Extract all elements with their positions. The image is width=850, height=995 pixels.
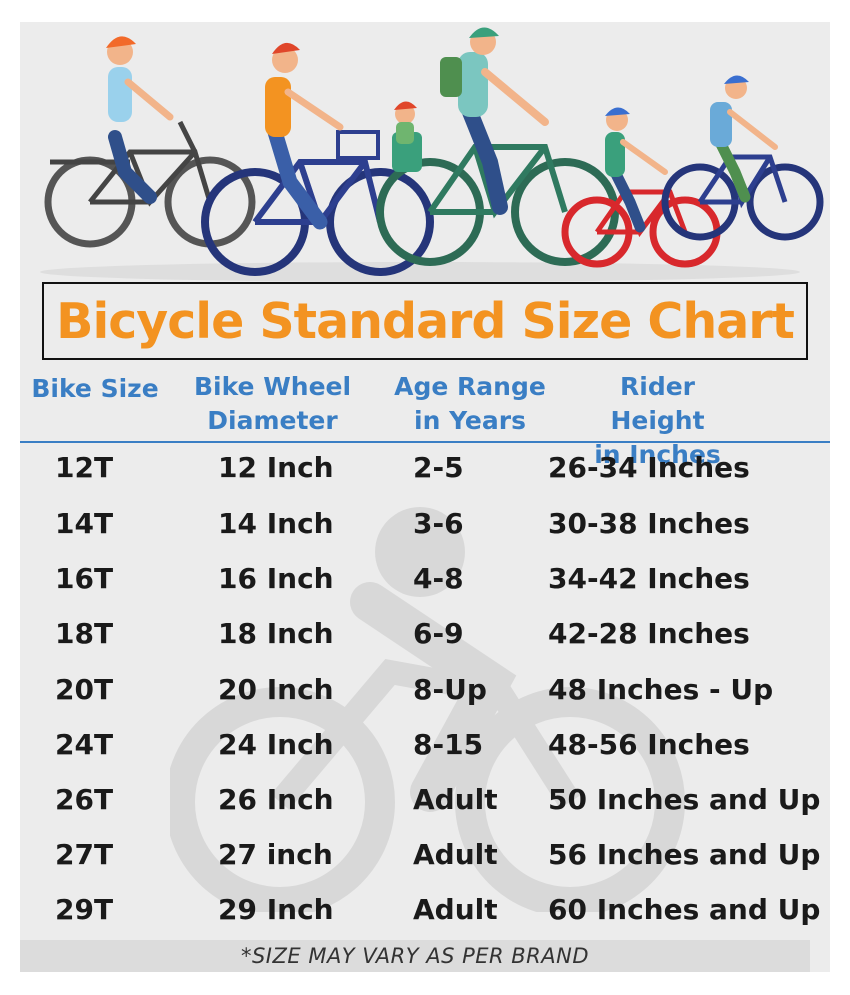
- row-6-height: 48-56 Inches: [548, 728, 750, 761]
- row-4-age: 6-9: [413, 617, 464, 650]
- row-9-wheel: 29 Inch: [218, 893, 334, 926]
- green-bicycle: [376, 132, 619, 266]
- cyclist-watermark-icon: [170, 507, 685, 912]
- row-4-height: 42-28 Inches: [548, 617, 750, 650]
- row-4-wheel: 18 Inch: [218, 617, 334, 650]
- row-5-size: 20T: [55, 673, 114, 706]
- row-8-height: 56 Inches and Up: [548, 838, 821, 871]
- row-9-height: 60 Inches and Up: [548, 893, 821, 926]
- row-6-age: 8-15: [413, 728, 484, 761]
- row-7-height: 50 Inches and Up: [548, 783, 821, 816]
- child-rider-2: [710, 75, 778, 203]
- header-divider: [20, 441, 830, 443]
- row-2-height: 30-38 Inches: [548, 507, 750, 540]
- row-1-wheel: 12 Inch: [218, 451, 334, 484]
- man-rider-with-child: [394, 27, 549, 215]
- size-chart-card: Bicycle Standard Size Chart Bike Size Bi…: [20, 22, 830, 972]
- row-9-size: 29T: [55, 893, 114, 926]
- row-8-age: Adult: [413, 838, 498, 871]
- row-3-age: 4-8: [413, 562, 464, 595]
- header-age-line2: in Years: [414, 406, 526, 435]
- woman-rider-2: [265, 42, 344, 230]
- header-height-line2: in Inches: [594, 440, 721, 469]
- header-wheel-diameter: Bike Wheel Diameter: [180, 370, 365, 438]
- header-height-line1: Rider Height: [610, 372, 705, 435]
- child-rider-1: [605, 107, 668, 233]
- row-2-size: 14T: [55, 507, 114, 540]
- row-3-size: 16T: [55, 562, 114, 595]
- header-age-range: Age Range in Years: [385, 370, 555, 438]
- row-7-age: Adult: [413, 783, 498, 816]
- header-bike-size: Bike Size: [20, 372, 170, 406]
- chart-title: Bicycle Standard Size Chart: [56, 292, 795, 350]
- family-cyclists-illustration: [40, 27, 824, 282]
- row-6-size: 24T: [55, 728, 114, 761]
- header-bike-size-line1: Bike Size: [31, 374, 159, 403]
- woman-rider-1: [106, 36, 174, 204]
- blue-bicycle: [201, 130, 434, 276]
- row-2-wheel: 14 Inch: [218, 507, 334, 540]
- title-box: Bicycle Standard Size Chart: [42, 282, 808, 360]
- row-7-size: 26T: [55, 783, 114, 816]
- row-6-wheel: 24 Inch: [218, 728, 334, 761]
- header-age-line1: Age Range: [394, 372, 546, 401]
- row-3-wheel: 16 Inch: [218, 562, 334, 595]
- row-1-size: 12T: [55, 451, 114, 484]
- header-wheel-line1: Bike Wheel: [193, 372, 352, 401]
- row-4-size: 18T: [55, 617, 114, 650]
- row-2-age: 3-6: [413, 507, 464, 540]
- row-8-wheel: 27 inch: [218, 838, 333, 871]
- header-wheel-line2: Diameter: [207, 406, 338, 435]
- header-rider-height: Rider Height in Inches: [570, 370, 745, 472]
- row-1-height: 26-34 Inches: [548, 451, 750, 484]
- row-3-height: 34-42 Inches: [548, 562, 750, 595]
- row-5-age: 8-Up: [413, 673, 487, 706]
- disclaimer-footer: *SIZE MAY VARY AS PER BRAND: [20, 940, 810, 972]
- row-7-wheel: 26 Inch: [218, 783, 334, 816]
- row-1-age: 2-5: [413, 451, 464, 484]
- row-8-size: 27T: [55, 838, 114, 871]
- row-5-wheel: 20 Inch: [218, 673, 334, 706]
- row-5-height: 48 Inches - Up: [548, 673, 774, 706]
- row-9-age: Adult: [413, 893, 498, 926]
